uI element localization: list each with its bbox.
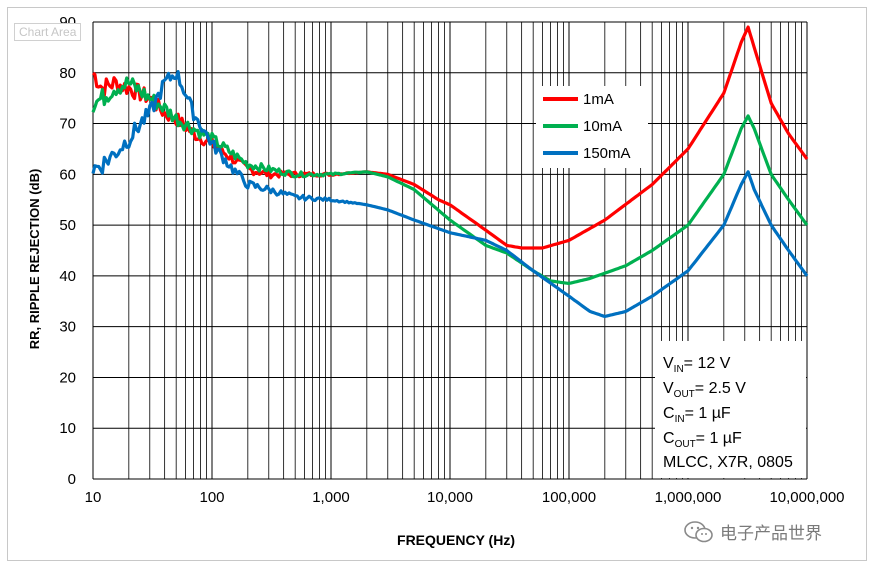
- y-tick-label: 20: [59, 369, 76, 386]
- watermark: 电子产品世界: [684, 519, 822, 544]
- annotation-vout: VOUT= 2.5 V: [663, 380, 746, 400]
- x-tick-label: 100: [199, 489, 224, 506]
- x-tick-label: 1,000: [312, 489, 350, 506]
- annotation-cout: COUT= 1 µF: [663, 430, 742, 450]
- x-tick-label: 10,000,000: [769, 489, 844, 506]
- x-axis-label: FREQUENCY (Hz): [397, 532, 515, 548]
- x-tick-label: 100,000: [542, 489, 596, 506]
- annotation-box: [655, 341, 806, 478]
- legend-label-1mA: 1mA: [583, 91, 614, 108]
- x-tick-label: 1,000,000: [655, 489, 722, 506]
- x-tick-label: 10,000: [427, 489, 473, 506]
- legend: 1mA 10mA 150mA: [536, 86, 648, 168]
- y-tick-label: 80: [59, 65, 76, 82]
- tick-label-layer: 10 100 1,000 10,000 100,000 1,000,000 10,000,0…: [59, 14, 844, 506]
- y-tick-label: 40: [59, 268, 76, 285]
- y-tick-label: 10: [59, 420, 76, 437]
- y-axis-label: RR, RIPPLE REJECTION (dB): [27, 169, 42, 350]
- series-line-150mA: [91, 70, 809, 319]
- legend-label-150mA: 150mA: [583, 145, 631, 162]
- annotation-capacitor-type: MLCC, X7R, 0805: [663, 454, 793, 471]
- y-tick-label: 70: [59, 116, 76, 133]
- y-tick-label: 30: [59, 319, 76, 336]
- watermark-text: 电子产品世界: [720, 524, 822, 544]
- chart-area-tooltip: Chart Area: [14, 23, 82, 41]
- conditions-annotation: VIN= 12 V VOUT= 2.5 V CIN= 1 µF COUT= 1 …: [655, 341, 806, 478]
- annotation-vin: VIN= 12 V: [663, 355, 731, 375]
- legend-label-10mA: 10mA: [583, 118, 622, 135]
- wechat-icon: [684, 520, 713, 542]
- series-layer: [91, 25, 809, 319]
- y-tick-label: 50: [59, 217, 76, 234]
- y-tick-label: 60: [59, 166, 76, 183]
- y-tick-label: 0: [68, 471, 76, 488]
- x-tick-label: 10: [85, 489, 102, 506]
- series-line-10mA: [91, 76, 809, 286]
- annotation-cin: CIN= 1 µF: [663, 405, 731, 425]
